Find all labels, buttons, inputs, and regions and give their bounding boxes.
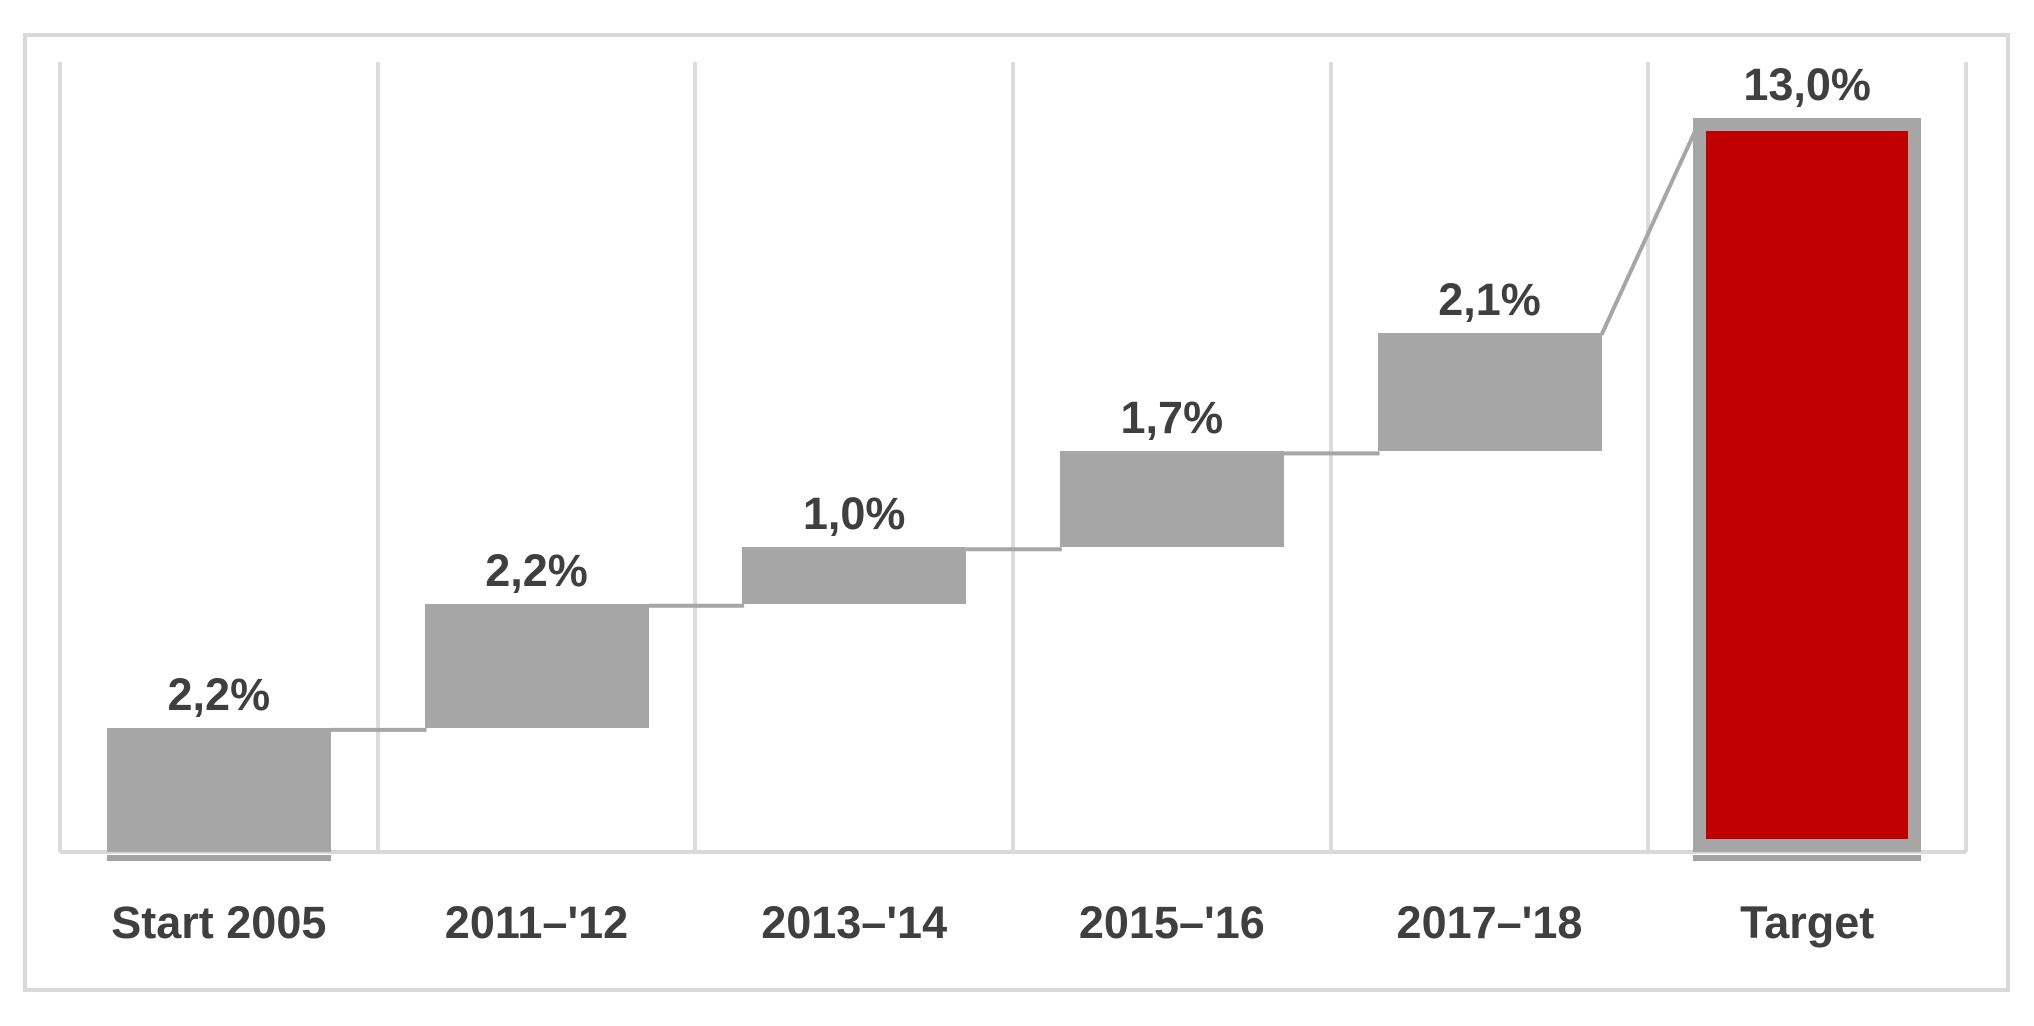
value-label-2017-18: 2,1% [1438,273,1541,325]
category-label-2017-18: 2017–'18 [1396,897,1583,948]
bar-base-shadow [106,855,331,861]
value-label-2015-16: 1,7% [1120,392,1224,444]
vertical-gridline [1011,62,1015,852]
vertical-gridline [693,62,698,852]
vertical-gridline [1646,62,1651,852]
category-label-2015-16: 2015–'16 [1078,897,1265,948]
bar-target [1693,118,1922,852]
category-label-2013-14: 2013–'14 [761,897,948,948]
category-label-2011-12: 2011–'12 [444,897,629,948]
value-label-2011-12: 2,2% [485,544,588,596]
vertical-gridline [1328,62,1333,852]
x-axis-line [60,850,1966,854]
bar-2011-12 [424,603,649,728]
value-label-start-2005: 2,2% [167,668,271,720]
bar-2017-18 [1377,332,1602,452]
value-label-2013-14: 1,0% [802,488,906,540]
bar-2013-14 [742,547,967,604]
bar-start-2005 [106,727,331,852]
bar-base-shadow [1693,855,1922,861]
value-label-target: 13,0% [1743,59,1871,111]
vertical-gridline [375,62,380,852]
vertical-gridline [58,62,62,852]
vertical-gridline [1964,62,1968,852]
bar-2015-16 [1059,451,1284,548]
category-label-start-2005: Start 2005 [111,897,327,948]
category-label-target: Target [1740,897,1875,948]
